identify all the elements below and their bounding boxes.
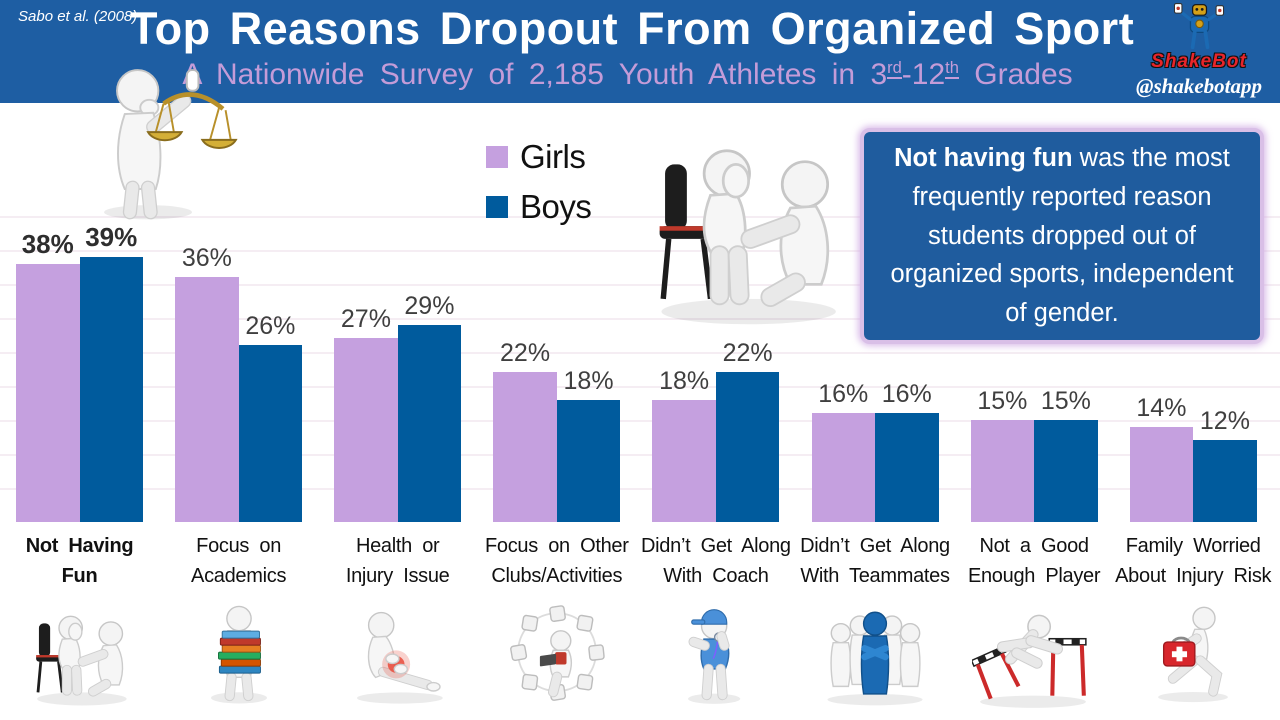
bar-boys (238, 345, 303, 522)
bar-girls (16, 264, 80, 522)
bar-boys (1193, 440, 1257, 522)
value-label-girls: 22% (500, 339, 551, 367)
gridline (0, 488, 1280, 490)
bar-boys (79, 257, 143, 522)
gridline (0, 420, 1280, 422)
callout-text: Not having fun was the most frequently r… (890, 144, 1234, 328)
value-label-girls: 16% (818, 380, 869, 408)
bar-group-7: 15% 15% (970, 0, 1099, 522)
bar-boys (397, 325, 462, 522)
value-label-girls: 38% (21, 229, 74, 259)
bar-girls (1129, 427, 1194, 522)
value-label-boys: 22% (722, 339, 773, 367)
category-label: Focus on Other Clubs/Activities (484, 535, 629, 587)
clipart-teammates-group-icon (818, 600, 932, 710)
category-label: Not Having Fun (25, 535, 134, 587)
consoling-figures-icon (636, 126, 854, 330)
bar-group-1: 38% 39% (16, 0, 144, 522)
legend-swatch (486, 146, 508, 168)
clipart-first-aid-runner-icon (1138, 598, 1248, 710)
value-label-girls: 18% (659, 367, 710, 395)
header-banner: Sabo et al. (2008) Top Reasons Dropout F… (0, 0, 1280, 103)
ordinal-th: th (945, 59, 959, 79)
value-label-boys: 39% (85, 222, 138, 252)
ordinal-rd: rd (887, 59, 902, 79)
gridline (0, 318, 1280, 320)
value-label-boys: 18% (563, 367, 614, 395)
category-label: Didn’t Get Along With Coach (641, 535, 791, 587)
page-subtitle: A Nationwide Survey of 2,185 Youth Athle… (182, 58, 1073, 91)
gridline (0, 250, 1280, 252)
clipart-books-stack-icon (183, 598, 295, 710)
legend-item-girls: Girls (486, 138, 591, 176)
clipart-activities-circle-icon (500, 598, 614, 712)
shakebot-brand-block: ShakeBot @shakebotapp (1124, 2, 1274, 99)
category-label: Didn’t Get Along With Teammates (800, 535, 950, 587)
clipart-sad-benched-icon (24, 600, 136, 712)
value-label-boys: 15% (1040, 387, 1091, 415)
value-label-girls: 15% (977, 387, 1028, 415)
gridline (0, 352, 1280, 354)
legend-label: Girls (520, 138, 586, 175)
bar-boys (1034, 420, 1098, 522)
bar-girls (334, 338, 398, 522)
source-citation: Sabo et al. (2008) (18, 8, 138, 25)
bar-group-5: 18% 22% (652, 0, 780, 522)
bar-girls (175, 277, 239, 522)
clipart-hurdles-fall-icon (972, 600, 1094, 712)
page-title: Top Reasons Dropout From Organized Sport (130, 3, 1135, 54)
category-label: Focus on Academics (191, 535, 287, 587)
category-label: Family Worried About Injury Risk (1115, 535, 1272, 587)
gridline (0, 216, 1280, 218)
balance-scales-figure-icon (86, 52, 254, 220)
value-label-boys: 29% (404, 292, 455, 320)
value-label-boys: 12% (1199, 407, 1250, 435)
clipart-coach-whistle-icon (660, 598, 772, 710)
bar-group-3: 27% 29% (334, 0, 462, 522)
bar-boys (875, 413, 939, 522)
category-label: Health or Injury Issue (345, 535, 450, 587)
bar-boys (715, 372, 780, 522)
legend-swatch (486, 196, 508, 218)
chart-legend: Girls Boys (486, 138, 592, 238)
bar-girls (652, 400, 716, 522)
shakebot-wordmark: ShakeBot (1151, 51, 1247, 72)
shakebot-handle: @shakebotapp (1136, 74, 1262, 98)
callout-emphasis: Not having fun (894, 144, 1073, 173)
bar-girls (811, 413, 875, 522)
category-label: Not a Good Enough Player (967, 535, 1101, 587)
bar-boys (556, 400, 621, 522)
callout-box: Not having fun was the most frequently r… (860, 128, 1264, 344)
bar-girls (970, 420, 1035, 522)
value-label-girls: 27% (340, 305, 391, 333)
value-label-boys: 16% (881, 380, 932, 408)
bar-group-8: 14% 12% (1129, 0, 1258, 522)
value-label-girls: 14% (1136, 394, 1187, 422)
bar-girls (493, 372, 557, 522)
gridline (0, 386, 1280, 388)
legend-item-boys: Boys (486, 188, 592, 226)
clipart-knee-injury-icon (342, 600, 454, 712)
bar-group-4: 22% 18% (493, 0, 621, 522)
bar-group-6: 16% 16% (811, 0, 940, 522)
gridline (0, 454, 1280, 456)
legend-label: Boys (520, 188, 592, 225)
value-label-girls: 36% (181, 244, 232, 272)
value-label-boys: 26% (245, 312, 296, 340)
gridline (0, 284, 1280, 286)
bar-group-2: 36% 26% (175, 0, 303, 522)
